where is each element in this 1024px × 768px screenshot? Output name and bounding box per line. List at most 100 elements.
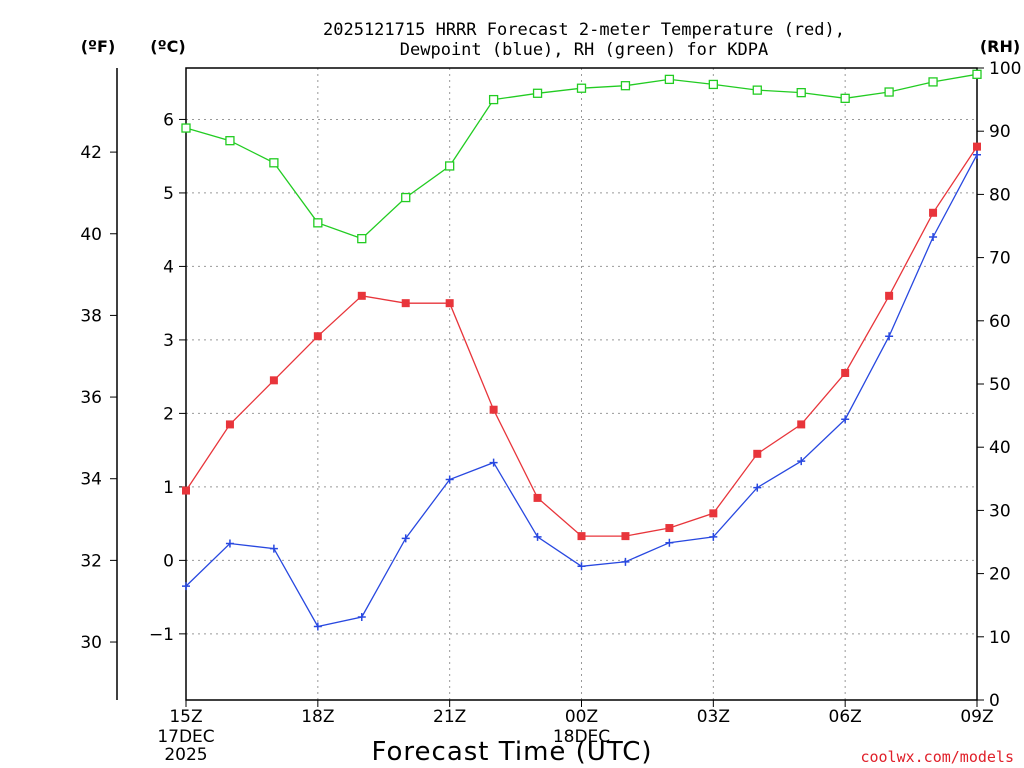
dewpoint-point: [225, 539, 234, 548]
x-axis-title: Forecast Time (UTC): [371, 737, 652, 767]
fahrenheit-tick-label: 38: [80, 306, 102, 326]
rh-point: [445, 161, 455, 171]
series-layer: [181, 69, 982, 631]
temperature-point: [797, 420, 806, 429]
temperature-point: [577, 532, 586, 541]
rh-point: [313, 218, 323, 228]
celsius-tick-label: 3: [163, 331, 174, 351]
temperature-point: [445, 299, 454, 308]
rh-point: [708, 79, 718, 90]
rh-tick-label: 0: [989, 691, 1000, 711]
fahrenheit-tick-label: 32: [80, 551, 102, 571]
dewpoint-point: [841, 415, 850, 424]
dewpoint-point: [577, 562, 586, 571]
dewpoint-point: [665, 538, 674, 547]
x-tick-label: 15Z: [169, 707, 202, 727]
rh-point: [532, 88, 543, 98]
rh-point: [225, 136, 235, 146]
celsius-tick-label: 4: [163, 257, 174, 277]
fahrenheit-tick-label: 40: [80, 225, 102, 245]
temperature-point: [621, 532, 630, 541]
dewpoint-point: [973, 150, 981, 159]
dewpoint-point: [797, 457, 806, 466]
x-tick-label: 00Z: [565, 707, 598, 727]
fahrenheit-tick-label: 42: [80, 143, 102, 163]
credit-text: coolwx.com/models: [860, 748, 1014, 766]
temperature-point: [489, 405, 498, 414]
rh-point: [884, 87, 894, 97]
rh-point: [401, 192, 411, 203]
grid-lines: [186, 68, 977, 700]
fahrenheit-unit-label: (ºF): [81, 37, 116, 56]
dewpoint-point: [313, 622, 322, 631]
celsius-tick-label: 1: [163, 478, 174, 498]
plot-frame: [185, 67, 978, 701]
celsius-tick-label: 6: [163, 110, 174, 130]
celsius-tick-label: −1: [149, 625, 174, 645]
temperature-point: [841, 368, 850, 377]
temperature-point: [313, 332, 322, 341]
rh-point: [972, 69, 982, 79]
x-tick-label: 06Z: [829, 707, 862, 727]
rh-tick-label: 90: [989, 122, 1011, 142]
dewpoint-point: [445, 475, 454, 484]
dewpoint-point: [401, 534, 410, 543]
rh-tick-label: 70: [989, 249, 1011, 269]
temperature-point: [269, 376, 278, 385]
x-tick-label: 03Z: [697, 707, 730, 727]
dewpoint-point: [709, 532, 718, 541]
dewpoint-point: [489, 458, 498, 467]
chart-subtitle: Dewpoint (blue), RH (green) for KDPA: [400, 40, 768, 60]
rh-point: [576, 83, 587, 93]
rh-tick-label: 80: [989, 185, 1011, 205]
rh-tick-label: 50: [989, 375, 1011, 395]
rh-point: [181, 123, 191, 133]
celsius-tick-label: 5: [163, 184, 174, 204]
x-tick-year-label: 2025: [164, 745, 207, 765]
temperature-point: [401, 299, 410, 308]
temperature-point: [533, 493, 542, 502]
dewpoint-point: [929, 233, 938, 242]
temperature-point: [357, 291, 366, 300]
rh-point: [796, 87, 806, 98]
celsius-unit-label: (ºC): [150, 37, 185, 56]
rh-point: [357, 233, 367, 244]
rh-tick-label: 60: [989, 312, 1011, 332]
rh-tick-label: 20: [989, 565, 1011, 585]
rh-tick-label: 100: [989, 59, 1021, 79]
rh-point: [752, 85, 762, 95]
dewpoint-point: [753, 483, 762, 492]
temperature-point: [753, 449, 762, 458]
rh-unit-label: (RH): [980, 37, 1020, 56]
celsius-tick-label: 0: [163, 551, 174, 571]
dewpoint-point: [533, 532, 542, 541]
temperature-point: [929, 208, 938, 217]
rh-tick-label: 10: [989, 628, 1011, 648]
dewpoint-point: [269, 544, 278, 553]
rh-point: [664, 74, 675, 85]
celsius-tick-label: 2: [163, 404, 174, 424]
x-tick-label: 18Z: [301, 707, 334, 727]
fahrenheit-tick-label: 36: [80, 388, 102, 408]
rh-point: [269, 158, 279, 168]
temperature-point: [973, 142, 981, 151]
rh-point: [488, 94, 499, 105]
x-tick-label: 21Z: [433, 707, 466, 727]
dewpoint-point: [357, 612, 366, 621]
temperature-point: [665, 524, 674, 533]
temperature-point: [225, 420, 234, 429]
temperature-point: [182, 486, 190, 495]
rh-tick-label: 40: [989, 438, 1011, 458]
rh-point: [928, 77, 938, 87]
chart-title: 2025121715 HRRR Forecast 2-meter Tempera…: [323, 20, 845, 40]
fahrenheit-tick-label: 30: [80, 633, 102, 653]
fahrenheit-tick-label: 34: [80, 470, 102, 490]
rh-tick-label: 30: [989, 501, 1011, 521]
x-tick-label: 09Z: [960, 707, 993, 727]
x-tick-date-label: 18DEC: [553, 727, 610, 747]
temperature-point: [885, 291, 894, 300]
x-tick-date-label: 17DEC: [157, 727, 214, 747]
dewpoint-point: [182, 582, 190, 591]
axes: −101234563032343638404201020304050607080…: [80, 59, 1021, 765]
